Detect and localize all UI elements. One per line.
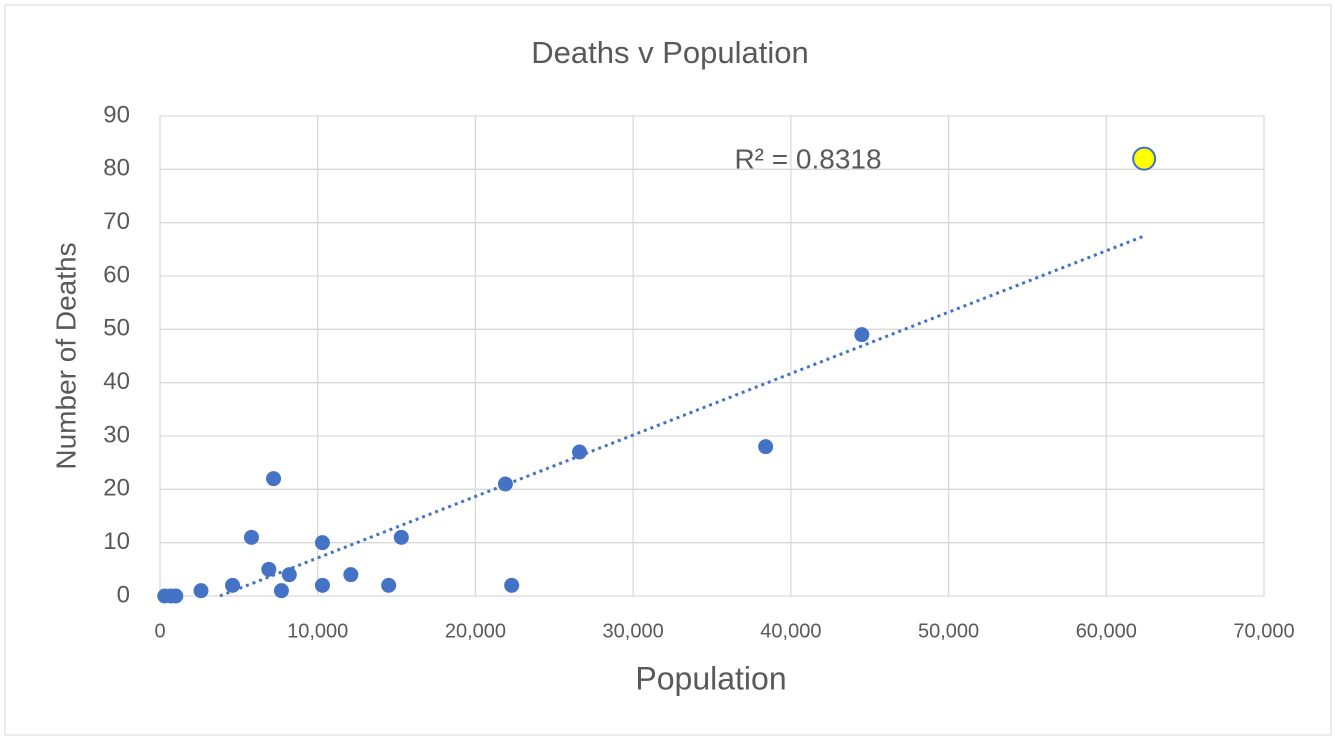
data-point bbox=[504, 577, 520, 593]
y-tick-label: 60 bbox=[103, 261, 130, 288]
highlighted-point bbox=[1132, 146, 1157, 171]
data-point bbox=[854, 327, 870, 343]
x-tick-label: 40,000 bbox=[760, 620, 821, 642]
data-point bbox=[225, 577, 241, 593]
y-tick-label: 40 bbox=[103, 368, 130, 395]
y-axis-title: Number of Deaths bbox=[50, 242, 81, 469]
y-tick-label: 10 bbox=[103, 528, 130, 555]
data-point bbox=[266, 471, 282, 487]
x-tick-label: 0 bbox=[154, 620, 165, 642]
data-point bbox=[314, 577, 330, 593]
data-point bbox=[758, 439, 774, 455]
data-point bbox=[497, 476, 513, 492]
y-tick-label: 30 bbox=[103, 421, 130, 448]
x-tick-label: 50,000 bbox=[918, 620, 979, 642]
x-tick-label: 10,000 bbox=[287, 620, 348, 642]
y-tick-label: 70 bbox=[103, 208, 130, 235]
data-point bbox=[393, 529, 409, 545]
y-tick-label: 20 bbox=[103, 475, 130, 502]
x-tick-label: 20,000 bbox=[445, 620, 506, 642]
data-point bbox=[314, 535, 330, 551]
x-tick-label: 60,000 bbox=[1076, 620, 1137, 642]
data-point bbox=[572, 444, 588, 460]
data-point bbox=[243, 529, 259, 545]
data-point bbox=[168, 588, 184, 604]
data-point bbox=[381, 577, 397, 593]
chart-title: Deaths v Population bbox=[531, 35, 808, 70]
data-point bbox=[343, 567, 359, 583]
y-tick-label: 80 bbox=[103, 155, 130, 182]
trendline bbox=[219, 234, 1145, 598]
data-point bbox=[193, 583, 209, 599]
x-tick-label: 70,000 bbox=[1233, 620, 1294, 642]
data-point bbox=[281, 567, 297, 583]
y-tick-label: 50 bbox=[103, 315, 130, 342]
y-tick-label: 0 bbox=[117, 581, 130, 608]
chart-frame bbox=[4, 4, 1332, 736]
data-point bbox=[273, 583, 289, 599]
x-tick-label: 30,000 bbox=[603, 620, 664, 642]
data-point bbox=[261, 561, 277, 577]
y-tick-label: 90 bbox=[103, 101, 130, 128]
x-axis-title: Population bbox=[635, 660, 786, 696]
